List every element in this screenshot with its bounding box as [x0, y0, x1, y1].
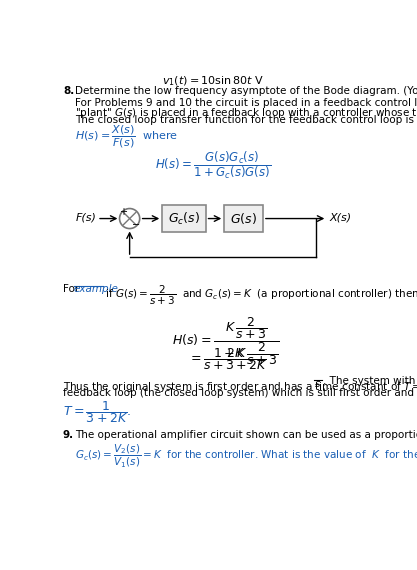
Text: $H(s) = \dfrac{K\,\dfrac{2}{s+3}}{1 + K\,\dfrac{2}{s+3}}$: $H(s) = \dfrac{K\,\dfrac{2}{s+3}}{1 + K\…	[172, 315, 280, 367]
Text: . The system with the: . The system with the	[323, 376, 417, 386]
Text: $H(s) = \dfrac{G(s)G_c(s)}{1 + G_c(s)G(s)}$: $H(s) = \dfrac{G(s)G_c(s)}{1 + G_c(s)G(s…	[155, 149, 271, 181]
Text: 9.: 9.	[63, 430, 74, 440]
Text: For: For	[63, 284, 83, 294]
Bar	[224, 205, 263, 233]
Text: The closed loop transfer function for the feedback control loop is defined such : The closed loop transfer function for th…	[75, 115, 417, 125]
Text: $H(s) = \dfrac{X(s)}{F(s)}$  where: $H(s) = \dfrac{X(s)}{F(s)}$ where	[75, 124, 178, 150]
Text: example: example	[74, 284, 119, 294]
Text: +: +	[119, 206, 127, 217]
Text: For Problems 9 and 10 the circuit is placed in a feedback control loop as shown : For Problems 9 and 10 the circuit is pla…	[75, 97, 417, 108]
Text: "plant" $G(s)$ is placed in a feedback loop with a controller whose transfer fun: "plant" $G(s)$ is placed in a feedback l…	[75, 106, 417, 120]
Text: $G(s)$: $G(s)$	[230, 211, 257, 226]
Circle shape	[120, 209, 140, 229]
Bar	[162, 205, 206, 233]
Text: $v_1(t) = 10\sin 80t\ \mathrm{V}$: $v_1(t) = 10\sin 80t\ \mathrm{V}$	[162, 75, 264, 88]
Text: $= \dfrac{2K}{s+3+2K}$: $= \dfrac{2K}{s+3+2K}$	[188, 345, 267, 372]
Text: if $G(s) = \dfrac{2}{s+3}$  and $G_c(s) = K$  (a proportional controller) then: if $G(s) = \dfrac{2}{s+3}$ and $G_c(s) =…	[103, 284, 417, 307]
Text: −: −	[132, 221, 140, 230]
Text: $s$: $s$	[314, 378, 321, 389]
Text: F(s): F(s)	[75, 213, 96, 223]
Text: X(s): X(s)	[329, 213, 352, 223]
Text: Determine the low frequency asymptote of the Bode diagram. (You may use MATLAB t: Determine the low frequency asymptote of…	[75, 86, 417, 96]
Text: $G_c(s) = \dfrac{V_2(s)}{V_1(s)} = K$  for the controller. What is the value of : $G_c(s) = \dfrac{V_2(s)}{V_1(s)} = K$ fo…	[75, 442, 417, 469]
Text: Thus the original system is first order and has a time constant of $T = \dfrac{1: Thus the original system is first order …	[63, 376, 417, 400]
Text: feedback loop (the closed loop system) which is still first order and has a time: feedback loop (the closed loop system) w…	[63, 388, 417, 398]
Text: The operational amplifier circuit shown can be used as a proportional controller: The operational amplifier circuit shown …	[75, 430, 417, 440]
Text: $T = \dfrac{1}{3+2K}$.: $T = \dfrac{1}{3+2K}$.	[63, 400, 132, 425]
Text: $G_c(s)$: $G_c(s)$	[168, 210, 200, 227]
Text: 8.: 8.	[63, 86, 74, 96]
